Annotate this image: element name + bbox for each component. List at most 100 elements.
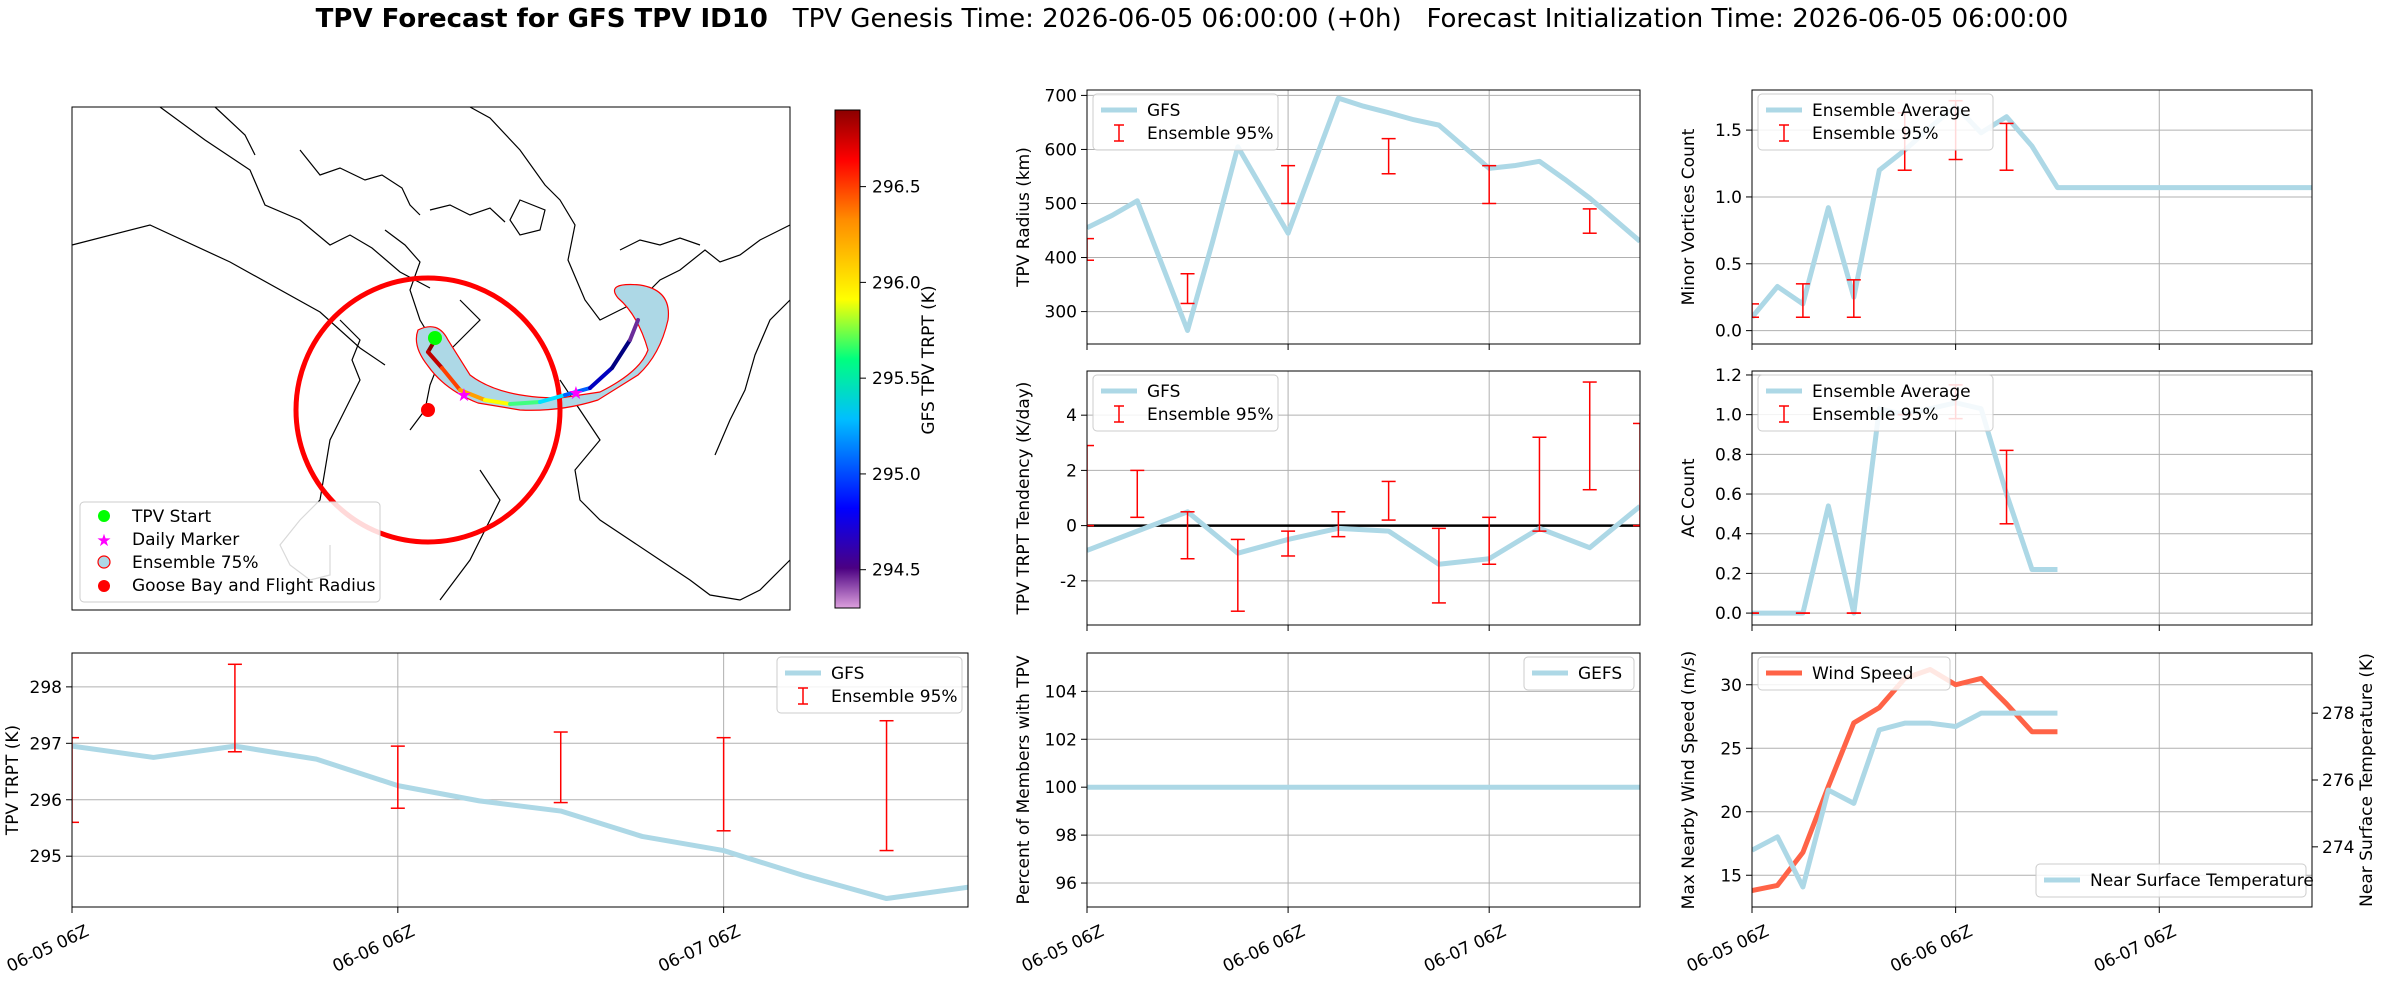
legend-frame <box>2035 863 2307 898</box>
y2-tick-label: 274 <box>2322 838 2354 858</box>
x-tick-label: 06-07 06Z <box>1421 921 1509 976</box>
errorbar <box>1180 272 1195 305</box>
y-tick-label: 0.2 <box>1715 564 1742 584</box>
y-tick-label: 0.0 <box>1715 322 1742 342</box>
legend-frame <box>1092 374 1279 432</box>
y-tick-label: 600 <box>1045 140 1077 160</box>
y-tick-label: 1.2 <box>1715 366 1742 386</box>
errorbar <box>1130 469 1145 519</box>
errorbar <box>72 736 79 824</box>
legend-tpv-start-icon <box>98 510 110 522</box>
series-line-0 <box>72 743 968 902</box>
series-line-0 <box>1752 667 2058 893</box>
y-axis-label: TPV TRPT (K) <box>3 725 23 836</box>
colorbar-label: GFS TPV TRPT (K) <box>919 285 939 434</box>
x-tick-label: 06-07 06Z <box>655 921 743 976</box>
x-tick-label: 06-05 06Z <box>1019 921 1107 976</box>
y-tick-label: 104 <box>1045 682 1077 702</box>
y-tick-label: 296 <box>30 791 62 811</box>
legend: Ensemble Average Ensemble 95% <box>1757 93 1994 151</box>
map-legend-label-3: Goose Bay and Flight Radius <box>132 576 376 596</box>
errorbar <box>879 719 894 852</box>
series-line-0 <box>1087 95 1640 333</box>
errorbar <box>1087 237 1094 261</box>
x-tick-label: 06-06 06Z <box>1220 921 1308 976</box>
errorbar <box>1532 436 1547 532</box>
colorbar-tick-label: 295.5 <box>872 369 921 389</box>
y-tick-label: 100 <box>1045 778 1077 798</box>
y-tick-label: 25 <box>1720 739 1742 759</box>
y-tick-label: 0 <box>1066 517 1077 537</box>
figure-title-bold: TPV Forecast for GFS TPV ID10 <box>315 4 768 34</box>
y-tick-label: 1.0 <box>1715 188 1742 208</box>
tpv-track <box>426 318 640 406</box>
y-axis-label: Minor Vortices Count <box>1679 128 1699 305</box>
y-axis-label: Percent of Members with TPV <box>1014 655 1034 904</box>
series-line-1 <box>1752 710 2058 890</box>
y-tick-label: 0.5 <box>1715 255 1742 275</box>
figure-title: TPV Forecast for GFS TPV ID10 TPV Genesi… <box>0 4 2384 34</box>
tpv-start-marker <box>428 331 442 345</box>
errorbar <box>553 731 568 804</box>
legend: Wind Speed <box>1757 656 1951 691</box>
map-legend-label-1: Daily Marker <box>132 530 239 550</box>
errorbar <box>1087 444 1094 527</box>
y-tick-label: 500 <box>1045 194 1077 214</box>
errorbar <box>1999 122 2014 171</box>
wind-panel: 15 20 25 30 06-05 06Z 06-06 06Z 06-07 06Z Max N… <box>1679 651 2377 977</box>
x-tick-label: 06-05 06Z <box>1684 921 1772 976</box>
legend: GFS Ensemble 95% <box>1092 93 1279 151</box>
y-tick-label: 400 <box>1045 249 1077 269</box>
legend: GFS Ensemble 95% <box>776 656 963 714</box>
figure-title-init: Forecast Initialization Time: 2026-06-05… <box>1426 4 2069 34</box>
errorbar <box>1582 381 1597 491</box>
members-panel: 96 98 100 102 104 06-05 06Z 06-06 06Z 06-07 06Z… <box>1014 652 1641 977</box>
y-tick-label: 30 <box>1720 676 1742 696</box>
x-tick-label: 06-06 06Z <box>1887 921 1975 976</box>
legend: Ensemble Average Ensemble 95% <box>1757 374 1994 432</box>
errorbar <box>1381 137 1396 175</box>
legend-daily-marker-icon: ★ <box>96 531 111 551</box>
colorbar-ticks: 294.5 295.0 295.5 296.0 296.5 <box>860 178 921 581</box>
y-tick-label: -2 <box>1060 572 1077 592</box>
daily-marker-2: ★ <box>568 383 584 404</box>
y-tick-label: 0.0 <box>1715 604 1742 624</box>
y-axis-label: TPV Radius (km) <box>1014 147 1034 288</box>
map-panel: ★ ★ TPV Start ★ Daily Marker Ensemble 75… <box>71 106 939 611</box>
colorbar <box>834 109 861 609</box>
errorbar <box>1795 283 1810 319</box>
legend: GEFS <box>1523 656 1635 691</box>
ensemble-75-envelope <box>415 283 670 411</box>
errorbar <box>1633 422 1640 527</box>
y-axis-label: Max Nearby Wind Speed (m/s) <box>1679 651 1699 910</box>
y-tick-label: 298 <box>30 678 62 698</box>
errorbar <box>1230 538 1245 612</box>
colorbar-tick-label: 294.5 <box>872 561 921 581</box>
legend: GFS Ensemble 95% <box>1092 374 1279 432</box>
map-legend: TPV Start ★ Daily Marker Ensemble 75% Go… <box>79 501 381 603</box>
errorbar <box>1281 530 1296 557</box>
y-tick-label: 98 <box>1055 826 1077 846</box>
legend-label: Ensemble 95% <box>1147 124 1274 144</box>
y-tick-label: 0.4 <box>1715 525 1742 545</box>
plot-area <box>72 663 968 902</box>
y-tick-label: 102 <box>1045 730 1077 750</box>
colorbar-tick-label: 296.0 <box>872 273 921 293</box>
legend-goose-bay-icon <box>98 580 110 592</box>
y2-axis-label: Near Surface Temperature (K) <box>2357 653 2377 907</box>
legend-label: Near Surface Temperature <box>2090 871 2314 891</box>
legend-label: Ensemble 95% <box>1812 405 1939 425</box>
y-tick-label: 15 <box>1720 866 1742 886</box>
colorbar-tick-label: 296.5 <box>872 178 921 198</box>
radius-panel: 300 400 500 600 700 TPV Radius (km) GFS Ensembl… <box>1014 86 1641 350</box>
errorbar <box>1381 480 1396 521</box>
daily-marker-1: ★ <box>456 385 472 406</box>
x-tick-label: 06-07 06Z <box>2091 921 2179 976</box>
x-tick-label: 06-05 06Z <box>4 921 92 976</box>
y-tick-label: 1.0 <box>1715 406 1742 426</box>
ac-count-panel: 0.0 0.2 0.4 0.6 0.8 1.0 1.2 AC Count Ensemble Av… <box>1679 366 2313 631</box>
y-axis-label: AC Count <box>1679 458 1699 537</box>
legend-label: Ensemble Average <box>1812 382 1971 402</box>
y-tick-label: 300 <box>1045 303 1077 323</box>
errorbar <box>1846 279 1861 319</box>
